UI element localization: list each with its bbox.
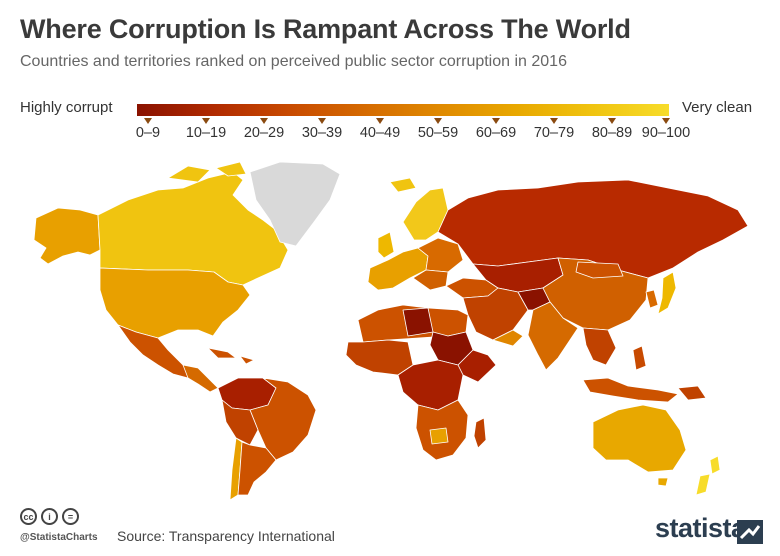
map-region-caribbean xyxy=(207,347,255,365)
brand-logo: statista xyxy=(655,513,746,543)
map-region-png xyxy=(677,385,707,401)
map-region-peru-bolivia xyxy=(221,399,259,446)
legend-tick: 10–19 xyxy=(176,118,236,141)
map-region-mongolia xyxy=(575,261,624,279)
map-region-central-america xyxy=(182,364,219,393)
legend-tick: 40–49 xyxy=(350,118,410,141)
map-region-gulf xyxy=(492,329,524,347)
map-region-indonesia xyxy=(582,377,679,403)
map-region-uk xyxy=(377,231,395,259)
legend-tick: 20–29 xyxy=(234,118,294,141)
map-region-korea xyxy=(645,289,659,309)
no-derivatives-icon: = xyxy=(62,508,79,525)
legend-gradient-bar xyxy=(137,104,669,116)
legend-tick: 70–79 xyxy=(524,118,584,141)
map-region-madagascar xyxy=(473,417,487,449)
chart-subtitle: Countries and territories ranked on perc… xyxy=(20,53,567,70)
map-region-eastern-europe xyxy=(417,237,464,273)
map-region-libya xyxy=(402,307,434,337)
legend-tick: 80–89 xyxy=(582,118,642,141)
map-region-new-zealand xyxy=(695,455,721,496)
source-note: Source: Transparency International xyxy=(117,528,335,544)
map-region-botswana xyxy=(429,427,449,445)
map-region-alaska xyxy=(33,207,101,265)
map-region-west-africa xyxy=(345,339,414,376)
map-region-arctic-islands xyxy=(167,161,247,183)
map-region-central-africa xyxy=(397,359,464,411)
legend-tick: 90–100 xyxy=(636,118,696,141)
map-region-japan xyxy=(657,271,677,315)
map-region-argentina xyxy=(237,441,277,496)
map-region-philippines xyxy=(632,345,647,371)
map-region-australia xyxy=(592,404,687,473)
legend-tick: 60–69 xyxy=(466,118,526,141)
map-region-iceland xyxy=(389,177,417,193)
social-handle: @StatistaCharts xyxy=(20,532,98,543)
map-region-tasmania xyxy=(657,477,669,487)
world-map xyxy=(33,161,749,501)
attribution-icon: i xyxy=(41,508,58,525)
license-icons: cc i = xyxy=(20,508,79,525)
creative-commons-icon: cc xyxy=(20,508,37,525)
map-region-india xyxy=(527,301,579,371)
legend-tick: 50–59 xyxy=(408,118,468,141)
map-region-western-europe xyxy=(367,247,429,291)
map-region-balkans xyxy=(412,269,449,291)
legend-tick: 30–39 xyxy=(292,118,352,141)
statista-logo-icon xyxy=(737,520,763,544)
map-region-middle-east xyxy=(462,287,529,341)
legend-high-label: Very clean xyxy=(682,99,753,116)
map-region-greenland xyxy=(249,161,341,247)
map-region-southeast-asia xyxy=(582,327,617,366)
chart-title: Where Corruption Is Rampant Across The W… xyxy=(20,14,631,44)
legend-tick: 0–9 xyxy=(118,118,178,141)
map-region-usa xyxy=(99,267,251,339)
legend-low-label: Highly corrupt xyxy=(20,99,113,116)
legend-ticks: 0–9 10–19 20–29 30–39 40–49 50–59 60–69 … xyxy=(130,118,690,148)
